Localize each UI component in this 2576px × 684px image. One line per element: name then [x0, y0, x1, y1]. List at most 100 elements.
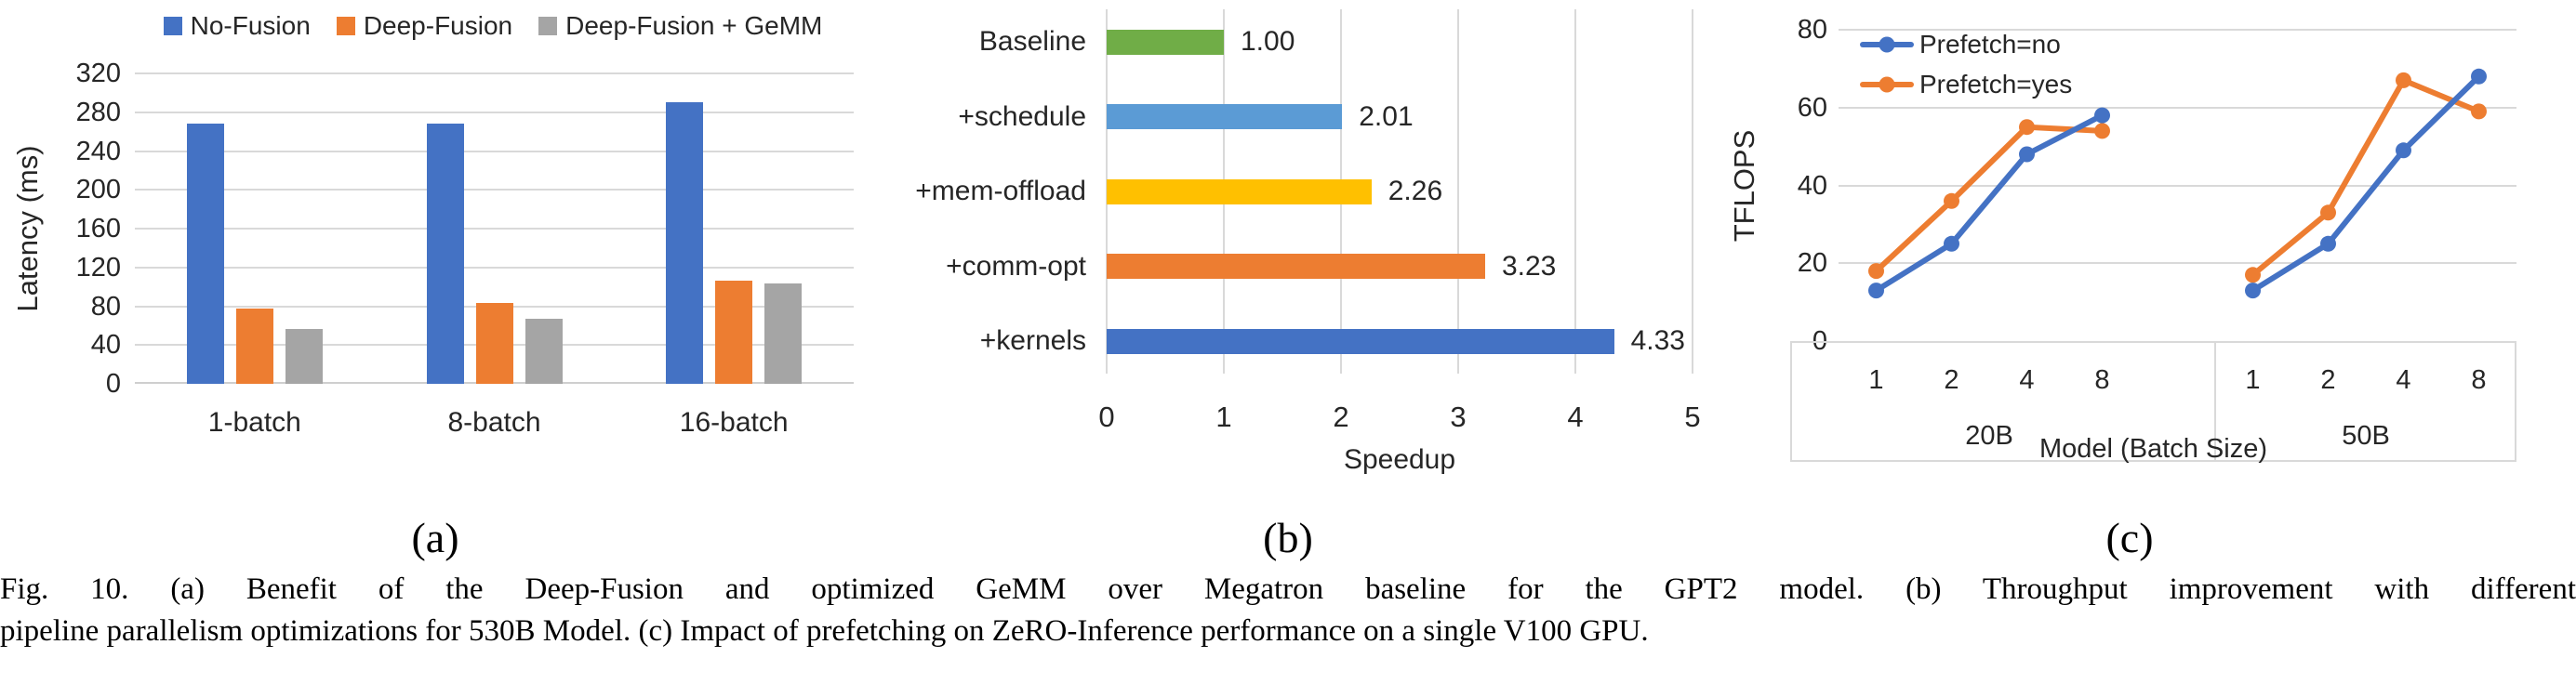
y-tick-label: 40	[90, 330, 121, 361]
gridline-v	[1574, 9, 1576, 374]
legend-item-deep-fusion-gemm: Deep-Fusion + GeMM	[538, 11, 822, 41]
x-tick-label: 4	[2019, 365, 2035, 395]
x-category-label: 8-batch	[447, 407, 541, 438]
bar-deep-fusion-8-batch	[475, 303, 513, 384]
marker-prefetch-no-3	[2094, 107, 2110, 124]
marker-prefetch-no-2	[2019, 146, 2035, 163]
y-tick-label: 120	[75, 252, 121, 283]
line-prefetch-no	[2250, 73, 2482, 294]
x-tick-label: 2	[2320, 365, 2336, 395]
x-group-label-20b: 20B	[1965, 421, 2013, 451]
marker-prefetch-yes-0	[1868, 263, 1884, 280]
legend-marker-prefetch-no	[1879, 36, 1895, 53]
category-axis-divider	[2214, 341, 2216, 462]
gridline-h	[135, 150, 854, 152]
marker-prefetch-no-6	[2396, 142, 2411, 159]
legend-item-prefetch-yes: Prefetch=yes	[1860, 70, 2072, 99]
y-tick-label: 0	[105, 369, 121, 399]
panel-a-label: (a)	[411, 514, 459, 561]
bar-deep-fusion-1-batch	[235, 308, 273, 384]
gridline-h	[135, 111, 854, 113]
x-tick-label: 5	[1684, 401, 1701, 433]
marker-prefetch-yes-1	[1944, 192, 1959, 209]
chart-c-x-axis-title: Model (Batch Size)	[2039, 434, 2267, 464]
chart-a-plot-area	[135, 72, 854, 384]
panel-b-label: (b)	[1263, 514, 1313, 561]
bar-deep-fusion-gemm-8-batch	[524, 319, 563, 384]
legend-swatch-no-fusion	[163, 17, 182, 35]
figure-caption-line-1: Fig. 10. (a) Benefit of the Deep-Fusion …	[0, 572, 2576, 606]
x-category-label: 16-batch	[679, 407, 789, 438]
panel-a-latency-chart: No-Fusion Deep-Fusion Deep-Fusion + GeMM L…	[0, 0, 883, 572]
bar-baseline	[1107, 29, 1224, 55]
legend-line-prefetch-yes	[1860, 76, 1914, 93]
legend-label: Deep-Fusion	[363, 11, 513, 40]
legend-label: Prefetch=yes	[1919, 70, 2073, 99]
gridline-h	[1839, 29, 2516, 31]
bar-schedule	[1107, 104, 1343, 129]
value-label-comm-opt: 3.23	[1501, 250, 1557, 282]
x-tick-label: 1	[1215, 401, 1232, 433]
category-label-schedule: +schedule	[958, 100, 1086, 132]
bar-no-fusion-1-batch	[186, 124, 224, 384]
y-tick-label: 320	[75, 59, 121, 88]
x-group-label-50b: 50B	[2342, 421, 2390, 451]
marker-prefetch-yes-5	[2320, 204, 2336, 221]
legend-swatch-deep-fusion	[336, 17, 355, 35]
value-label-kernels: 4.33	[1630, 325, 1685, 356]
y-tick-label: 80	[1797, 15, 1827, 45]
marker-prefetch-no-5	[2320, 235, 2336, 252]
bar-deep-fusion-16-batch	[715, 281, 753, 384]
x-tick-label: 8	[2471, 365, 2487, 395]
figure-caption-line-2: pipeline parallelism optimizations for 5…	[0, 614, 1649, 648]
category-axis-box	[1790, 341, 2516, 462]
chart-c-line-canvas	[1868, 68, 2487, 299]
legend-swatch-deep-fusion-gemm	[538, 17, 558, 35]
y-tick-label: 20	[1797, 248, 1827, 279]
category-label-baseline: Baseline	[978, 26, 1086, 57]
marker-prefetch-yes-4	[2245, 267, 2261, 283]
marker-prefetch-no-4	[2245, 283, 2261, 299]
x-tick-label: 4	[1567, 401, 1584, 433]
y-tick-label: 280	[75, 97, 121, 127]
legend-line-prefetch-no	[1860, 36, 1914, 53]
y-tick-label: 80	[90, 291, 121, 322]
y-tick-label: 60	[1797, 92, 1827, 123]
marker-prefetch-yes-2	[2019, 119, 2035, 136]
category-label-mem-offload: +mem-offload	[915, 176, 1086, 206]
x-tick-label: 4	[2396, 365, 2411, 395]
legend-item-no-fusion: No-Fusion	[163, 11, 311, 41]
gridline-h	[1839, 184, 2516, 187]
chart-c-legend: Prefetch=no Prefetch=yes	[1860, 30, 2072, 99]
legend-item-prefetch-no: Prefetch=no	[1860, 30, 2072, 59]
panel-c-tflops-chart: TFLOPS Prefetch=no Prefetch=yes (c) 0 20 40…	[1720, 0, 2576, 572]
gridline-h	[1839, 262, 2516, 265]
x-tick-label: 3	[1450, 401, 1467, 433]
line-prefetch-yes	[2250, 77, 2482, 278]
gridline-h	[135, 72, 854, 74]
chart-b-x-axis-title: Speedup	[1343, 444, 1456, 475]
x-category-label: 1-batch	[207, 407, 301, 438]
bar-no-fusion-8-batch	[426, 124, 464, 384]
gridline-h	[135, 189, 854, 191]
gridline-h	[1839, 106, 2516, 109]
gridline-h	[135, 228, 854, 230]
value-label-baseline: 1.00	[1241, 26, 1295, 57]
marker-prefetch-no-1	[1944, 235, 1959, 252]
bar-mem-offload	[1107, 178, 1372, 204]
legend-item-deep-fusion: Deep-Fusion	[336, 11, 513, 41]
x-tick-label: 2	[1944, 365, 1959, 395]
x-tick-label: 8	[2094, 365, 2110, 395]
bar-comm-opt	[1107, 254, 1485, 279]
line-prefetch-no	[1873, 112, 2105, 294]
legend-label: Deep-Fusion + GeMM	[565, 11, 823, 40]
legend-label: Prefetch=no	[1919, 30, 2061, 59]
legend-marker-prefetch-yes	[1879, 76, 1895, 93]
bar-no-fusion-16-batch	[666, 102, 704, 384]
y-tick-label: 240	[75, 136, 121, 166]
x-tick-label: 0	[1098, 401, 1115, 433]
legend-label: No-Fusion	[190, 11, 311, 40]
category-label-comm-opt: +comm-opt	[946, 250, 1086, 282]
gridline-h	[135, 266, 854, 269]
